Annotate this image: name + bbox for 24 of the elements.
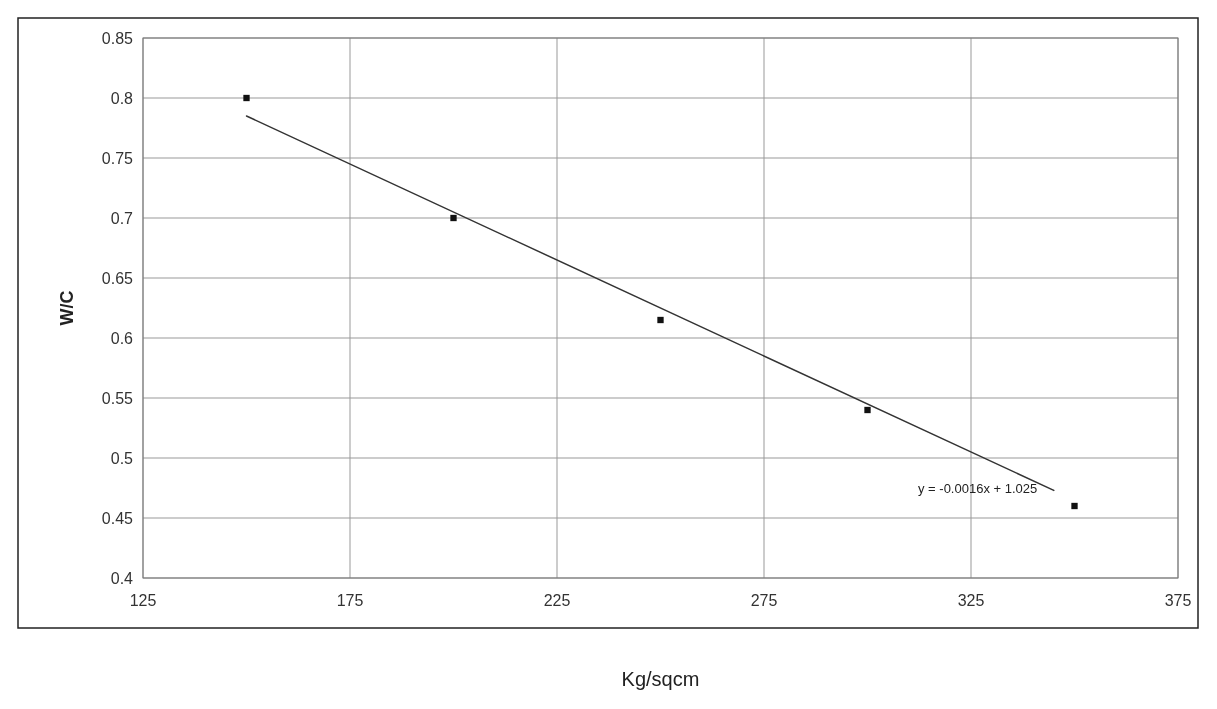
point: [1071, 502, 1078, 510]
point: [450, 214, 457, 222]
point: [657, 316, 664, 324]
x-tick-label: 275: [750, 592, 778, 609]
y-axis-title: W/C: [57, 290, 77, 326]
y-tick-label: 0.4: [110, 569, 134, 587]
y-tick-label: 0.65: [101, 269, 134, 287]
y-tick-label: 0.85: [101, 29, 134, 47]
point: [864, 406, 871, 414]
y-tick-label: 0.75: [101, 149, 134, 167]
x-tick-label: 175: [336, 592, 364, 609]
y-tick-label: 0.7: [110, 209, 134, 227]
annotation: y = -0.0016x + 1.025: [918, 481, 1038, 496]
x-tick-label: 225: [543, 592, 571, 609]
x-tick-label: 125: [129, 592, 157, 609]
y-tick-label: 0.6: [110, 329, 134, 347]
y-tick-label: 0.45: [101, 509, 134, 527]
y-tick-label: 0.55: [101, 389, 134, 407]
x-tick-label: 375: [1164, 592, 1192, 609]
y-tick-label: 0.8: [110, 89, 134, 107]
point: [243, 94, 250, 102]
y-tick-label: 0.5: [110, 449, 134, 467]
x-tick-label: 325: [957, 592, 985, 609]
x-axis-title: Kg/sqcm: [621, 668, 700, 690]
